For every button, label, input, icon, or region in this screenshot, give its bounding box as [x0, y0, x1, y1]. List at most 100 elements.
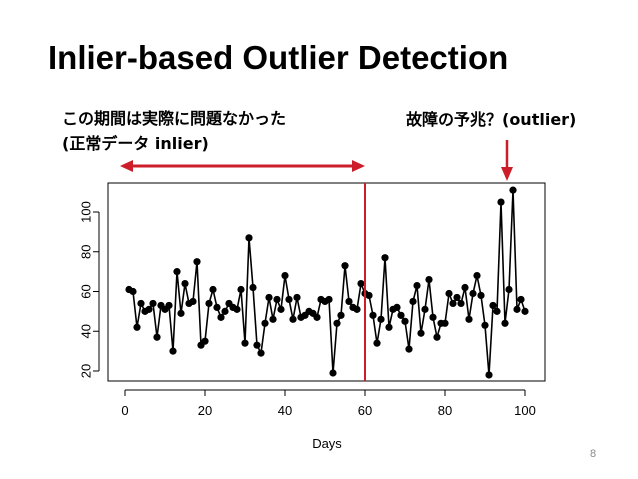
data-point	[265, 293, 273, 302]
data-point	[137, 299, 145, 308]
data-point	[193, 258, 201, 266]
y-tick-label-20: 20	[79, 364, 94, 378]
data-point	[373, 339, 381, 347]
data-point	[325, 295, 333, 304]
y-tick-label-80: 80	[79, 245, 94, 259]
data-point	[205, 299, 213, 308]
data-point	[421, 305, 429, 313]
data-point	[461, 283, 469, 292]
data-point	[221, 307, 229, 315]
page-number: 8	[590, 448, 597, 460]
data-point	[425, 275, 433, 284]
data-point	[341, 262, 349, 270]
data-point	[393, 303, 401, 311]
data-point	[281, 272, 289, 280]
data-point	[237, 285, 245, 294]
x-tick-label-0: 0	[121, 403, 128, 418]
data-point	[429, 313, 437, 321]
outlier-arrow-head	[501, 167, 513, 181]
y-tick-label-100: 100	[79, 201, 94, 223]
data-point	[417, 329, 425, 337]
data-point	[409, 297, 417, 306]
data-point	[173, 268, 181, 276]
x-tick-label-40: 40	[278, 403, 292, 418]
data-point	[257, 349, 265, 357]
data-point	[477, 291, 485, 300]
x-tick-label-100: 100	[514, 403, 536, 418]
data-point	[201, 337, 209, 345]
x-tick-label-80: 80	[438, 403, 452, 418]
data-point	[153, 333, 161, 341]
data-point	[401, 317, 409, 325]
data-point	[397, 311, 405, 319]
data-point	[509, 186, 517, 194]
data-point	[445, 289, 453, 298]
data-point	[453, 293, 461, 302]
data-point	[469, 289, 477, 298]
plot-frame	[107, 182, 546, 382]
data-point	[253, 341, 261, 349]
data-point	[177, 309, 185, 317]
inlier-annotation: この期間は実際に問題なかった (正常データ inlier)	[62, 106, 286, 156]
data-point	[273, 295, 281, 304]
data-point	[333, 319, 341, 327]
inlier-range-arrow-left-head	[120, 160, 133, 172]
data-point	[441, 319, 449, 327]
data-point	[149, 299, 157, 308]
data-point	[233, 305, 241, 313]
data-point	[377, 315, 385, 323]
data-point	[289, 315, 297, 323]
data-point	[337, 311, 345, 319]
data-point	[493, 307, 501, 315]
data-point	[385, 323, 393, 331]
data-point	[433, 333, 441, 341]
data-point	[245, 234, 253, 242]
data-point	[277, 305, 285, 313]
data-point	[369, 311, 377, 319]
data-point	[169, 347, 177, 355]
data-point	[465, 315, 473, 323]
data-point	[497, 198, 505, 206]
inlier-annotation-line1: この期間は実際に問題なかった	[62, 109, 287, 128]
x-tick-label-60: 60	[358, 403, 372, 418]
data-point	[213, 303, 221, 311]
data-point	[501, 319, 509, 327]
data-point	[357, 279, 365, 288]
data-point	[189, 297, 197, 306]
data-point	[293, 293, 301, 302]
data-point	[473, 272, 481, 280]
outlier-annotation: 故障の予兆？(outlier)	[406, 110, 577, 129]
data-point	[129, 287, 137, 296]
data-point	[217, 313, 225, 321]
data-point	[485, 371, 493, 379]
x-tick-label-20: 20	[198, 403, 212, 418]
y-tick-label-60: 60	[79, 284, 94, 298]
data-point	[261, 319, 269, 327]
data-point	[345, 297, 353, 306]
data-point	[513, 305, 521, 313]
data-point	[489, 301, 497, 310]
data-point	[405, 345, 413, 353]
inlier-range-arrow-right-head	[352, 160, 365, 172]
data-point	[449, 299, 457, 308]
data-point	[353, 305, 361, 313]
data-point	[365, 291, 373, 300]
data-point	[313, 313, 321, 321]
data-point	[413, 281, 421, 290]
slide-title: Inlier-based Outlier Detection	[48, 39, 509, 76]
data-point	[505, 285, 513, 294]
data-point	[517, 295, 525, 304]
data-point	[209, 285, 217, 294]
data-point	[521, 307, 529, 315]
x-axis-label: Days	[312, 436, 342, 451]
data-point	[285, 295, 293, 304]
data-point	[329, 369, 337, 377]
y-tick-label-40: 40	[79, 324, 94, 338]
data-point	[269, 315, 277, 323]
data-point	[381, 254, 389, 262]
inlier-annotation-line2: (正常データ inlier)	[62, 134, 209, 153]
data-point	[145, 305, 153, 313]
data-point	[181, 279, 189, 288]
